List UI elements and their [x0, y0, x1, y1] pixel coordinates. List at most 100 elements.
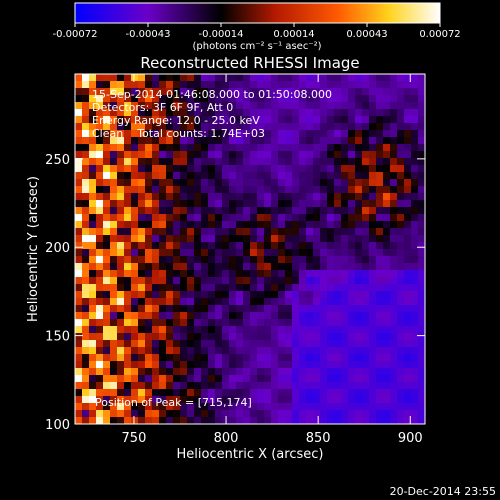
heatmap-cell	[418, 116, 425, 124]
heatmap-cell	[383, 361, 391, 369]
heatmap-cell	[334, 256, 342, 264]
heatmap-cell	[222, 319, 230, 327]
heatmap-cell	[418, 130, 425, 138]
heatmap-cell	[152, 389, 160, 397]
heatmap-cell	[166, 249, 174, 257]
heatmap-cell	[278, 95, 286, 103]
heatmap-cell	[341, 221, 349, 229]
heatmap-cell	[152, 144, 160, 152]
heatmap-cell	[173, 312, 181, 320]
heatmap-cell	[96, 305, 104, 313]
heatmap-cell	[243, 333, 251, 341]
heatmap-cell	[348, 151, 356, 159]
heatmap-cell	[159, 200, 167, 208]
heatmap-cell	[173, 207, 181, 215]
heatmap-cell	[418, 284, 425, 292]
heatmap-cell	[96, 123, 104, 131]
heatmap-cell	[355, 361, 363, 369]
heatmap-cell	[159, 298, 167, 306]
heatmap-cell	[138, 354, 146, 362]
heatmap-cell	[180, 179, 188, 187]
heatmap-cell	[376, 74, 384, 82]
heatmap-cell	[306, 221, 314, 229]
heatmap-cell	[229, 417, 237, 424]
heatmap-cell	[180, 361, 188, 369]
heatmap-cell	[257, 144, 265, 152]
heatmap-cell	[173, 179, 181, 187]
heatmap-cell	[103, 368, 111, 376]
heatmap-cell	[383, 354, 391, 362]
heatmap-cell	[110, 389, 118, 397]
heatmap-cell	[96, 193, 104, 201]
heatmap-cell	[82, 263, 90, 271]
heatmap-cell	[369, 186, 377, 194]
heatmap-cell	[229, 354, 237, 362]
heatmap-cell	[110, 396, 118, 404]
heatmap-cell	[278, 102, 286, 110]
heatmap-cell	[110, 242, 118, 250]
heatmap-cell	[103, 81, 111, 89]
heatmap-cell	[166, 242, 174, 250]
heatmap-cell	[110, 263, 118, 271]
heatmap-cell	[278, 74, 286, 82]
heatmap-cell	[152, 116, 160, 124]
heatmap-cell	[355, 417, 363, 424]
heatmap-cell	[166, 361, 174, 369]
heatmap-cell	[306, 368, 314, 376]
heatmap-cell	[355, 368, 363, 376]
heatmap-cell	[187, 263, 195, 271]
heatmap-cell	[159, 249, 167, 257]
heatmap-cell	[292, 151, 300, 159]
heatmap-cell	[201, 158, 209, 166]
heatmap-cell	[306, 417, 314, 424]
heatmap-cell	[383, 235, 391, 243]
heatmap-cell	[313, 305, 321, 313]
heatmap-cell	[236, 144, 244, 152]
heatmap-cell	[229, 207, 237, 215]
heatmap-cell	[152, 228, 160, 236]
heatmap-cell	[334, 109, 342, 117]
heatmap-cell	[145, 172, 153, 180]
heatmap-cell	[418, 158, 425, 166]
heatmap-cell	[117, 242, 125, 250]
heatmap-cell	[166, 270, 174, 278]
heatmap-cell	[299, 116, 307, 124]
heatmap-cell	[334, 165, 342, 173]
heatmap-cell	[131, 305, 139, 313]
heatmap-cell	[236, 389, 244, 397]
heatmap-cell	[320, 137, 328, 145]
heatmap-cell	[306, 200, 314, 208]
heatmap-cell	[411, 207, 419, 215]
heatmap-cell	[103, 193, 111, 201]
heatmap-cell	[383, 130, 391, 138]
heatmap-cell	[152, 200, 160, 208]
heatmap-cell	[152, 207, 160, 215]
heatmap-cell	[208, 277, 216, 285]
heatmap-cell	[96, 137, 104, 145]
heatmap-cell	[166, 389, 174, 397]
heatmap-cell	[236, 291, 244, 299]
heatmap-cell	[145, 382, 153, 390]
heatmap-cell	[187, 396, 195, 404]
heatmap-cell	[117, 347, 125, 355]
heatmap-cell	[96, 368, 104, 376]
heatmap-cell	[397, 403, 405, 411]
heatmap-cell	[124, 410, 132, 418]
heatmap-cell	[103, 382, 111, 390]
heatmap-cell	[320, 382, 328, 390]
heatmap-cell	[250, 340, 258, 348]
heatmap-cell	[355, 228, 363, 236]
heatmap-cell	[194, 382, 202, 390]
heatmap-cell	[285, 368, 293, 376]
heatmap-cell	[292, 74, 300, 82]
heatmap-cell	[82, 179, 90, 187]
heatmap-cell	[124, 130, 132, 138]
heatmap-cell	[159, 242, 167, 250]
heatmap-cell	[131, 81, 139, 89]
heatmap-cell	[159, 123, 167, 131]
heatmap-cell	[313, 88, 321, 96]
heatmap-cell	[341, 305, 349, 313]
heatmap-cell	[285, 193, 293, 201]
heatmap-cell	[222, 312, 230, 320]
heatmap-cell	[271, 333, 279, 341]
